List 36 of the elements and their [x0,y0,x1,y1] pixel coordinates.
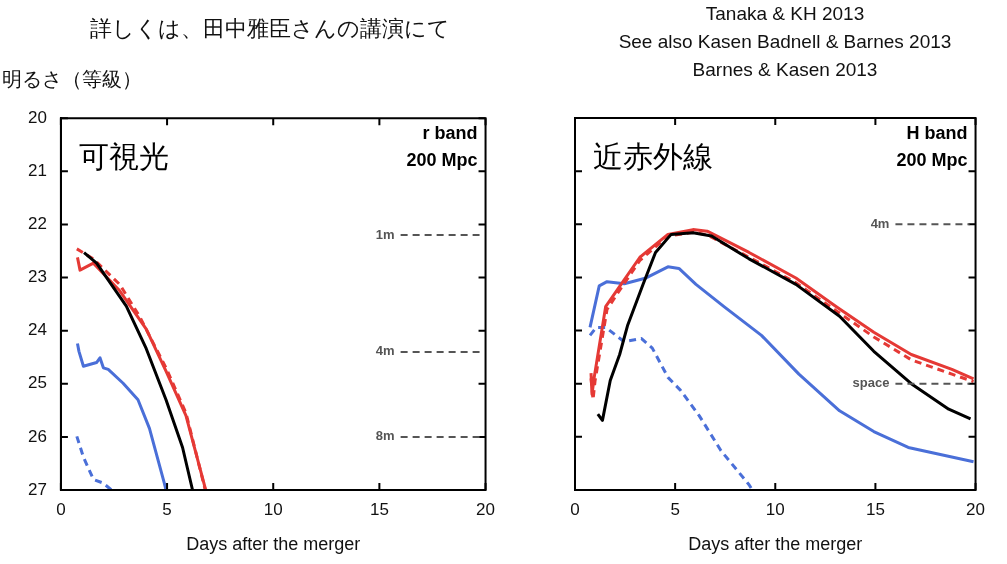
x-tick-label: 15 [865,499,885,519]
x-axis-title: Days after the merger [688,534,863,555]
x-tick-label: 15 [369,499,389,519]
x-tick-label: 20 [966,499,986,519]
ref-line-label: space [852,375,890,391]
x-axis-title: Days after the merger [186,534,361,555]
ref-line-label: 4m [375,343,395,359]
y-tick-label: 23 [27,267,47,287]
ref-line-label: 8m [375,428,395,444]
ref-line-label: 1m [375,226,395,242]
y-tick-label: 22 [27,214,47,234]
annotation: r band [422,123,478,144]
x-tick-label: 20 [476,499,496,519]
y-tick-label: 27 [27,479,47,499]
annotation: H band [906,122,968,143]
annotation: 200 Mpc [896,149,968,170]
x-tick-label: 10 [263,499,283,519]
y-tick-label: 25 [27,373,47,393]
x-tick-label: 0 [570,499,580,519]
chart-subtitle: See also Kasen Badnell & Barnes 2013 Barnes & Kasen 2013 [618,31,952,80]
line-series [75,434,113,490]
y-tick-label: 21 [27,161,47,180]
annotation: 200 Mpc [406,150,478,171]
chart-title: Tanaka & KH 2013 [705,3,865,24]
annotation: 可視光 [78,138,169,174]
annotation: 近赤外線 [593,138,713,174]
y-axis-title: 明るさ（等級） [2,66,142,93]
y-tick-label: 24 [27,320,47,340]
chart-title: 詳しくは、田中雅臣さんの講演にて [89,15,451,43]
y-tick-label: 20 [27,107,47,127]
x-tick-label: 5 [670,499,680,519]
y-tick-label: 26 [27,426,47,446]
x-tick-label: 10 [765,499,785,519]
x-tick-label: 5 [162,499,172,519]
x-tick-label: 0 [56,499,66,519]
ref-line-label: 4m [870,215,890,231]
